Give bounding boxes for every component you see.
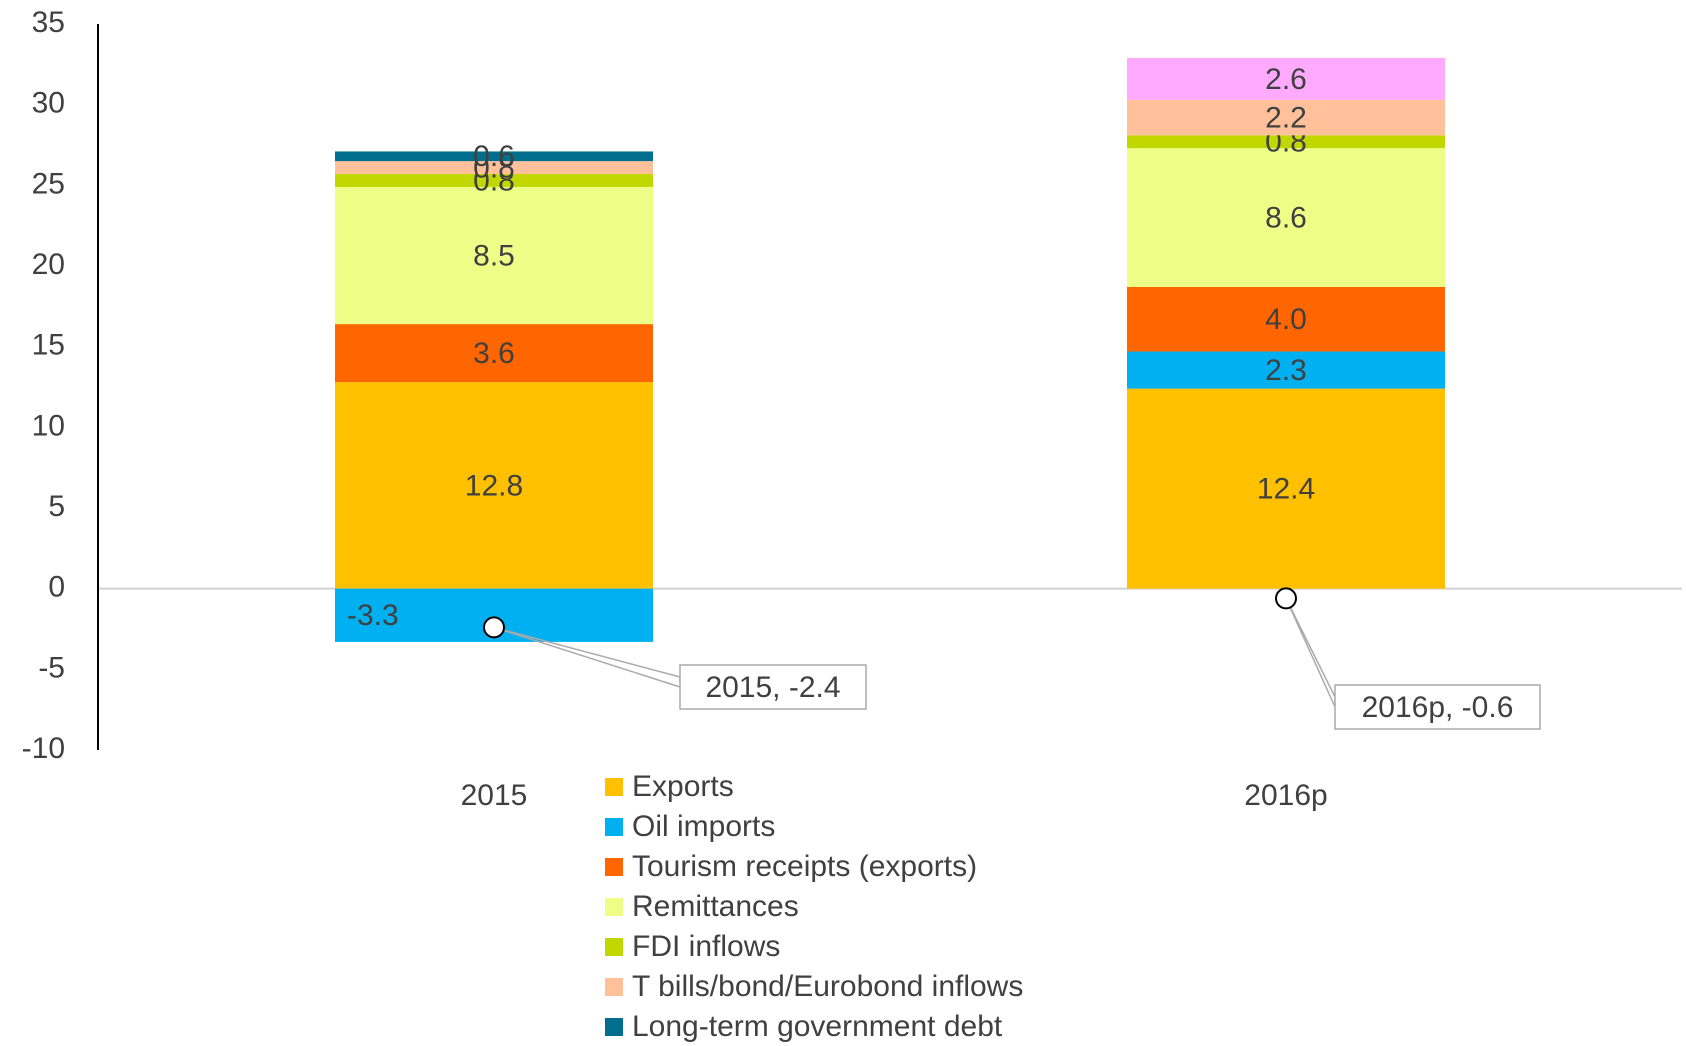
leader-line bbox=[1285, 598, 1336, 708]
legend-label: T bills/bond/Eurobond inflows bbox=[632, 970, 1023, 1003]
data-label: 2.2 bbox=[1265, 101, 1307, 134]
callout-label: 2016p, -0.6 bbox=[1362, 691, 1514, 724]
legend-label: FDI inflows bbox=[632, 930, 780, 963]
data-label: 3.6 bbox=[473, 337, 515, 370]
data-label: -3.3 bbox=[347, 599, 399, 632]
legend-swatch bbox=[605, 898, 623, 916]
y-tick-label: 35 bbox=[32, 6, 65, 39]
x-tick-label: 2016p bbox=[1244, 779, 1327, 812]
bar-segment bbox=[1127, 286, 1445, 352]
legend-swatch bbox=[605, 858, 623, 876]
bar-segment bbox=[335, 324, 653, 383]
bar-segment bbox=[335, 161, 653, 175]
bar-segment bbox=[335, 382, 653, 589]
leader-line bbox=[493, 626, 681, 688]
bar-segment bbox=[335, 186, 653, 325]
data-label: 8.5 bbox=[473, 239, 515, 272]
bar-segment bbox=[1127, 351, 1445, 389]
bar-segment bbox=[1127, 99, 1445, 136]
legend-swatch bbox=[605, 978, 623, 996]
data-label: 8.6 bbox=[1265, 202, 1307, 235]
callout-box bbox=[679, 664, 867, 710]
data-label: 0.6 bbox=[473, 140, 515, 173]
y-tick-label: 20 bbox=[32, 248, 65, 281]
legend-label: Tourism receipts (exports) bbox=[632, 850, 977, 883]
y-tick-label: 10 bbox=[32, 409, 65, 442]
data-label: 2.3 bbox=[1265, 354, 1307, 387]
legend-swatch bbox=[605, 818, 623, 836]
y-tick-label: 25 bbox=[32, 167, 65, 200]
callout-label: 2015, -2.4 bbox=[705, 671, 840, 704]
bar-segment bbox=[1127, 57, 1445, 100]
net-point bbox=[1275, 587, 1297, 610]
legend-swatch bbox=[605, 778, 623, 796]
x-tick-label: 2015 bbox=[461, 779, 528, 812]
bar-segment bbox=[335, 151, 653, 162]
y-tick-label: 0 bbox=[48, 571, 65, 604]
data-label: 12.4 bbox=[1257, 473, 1315, 506]
legend-label: Remittances bbox=[632, 890, 799, 923]
y-tick-label: -10 bbox=[22, 732, 65, 765]
legend-label: Exports bbox=[632, 770, 734, 803]
y-tick-label: 5 bbox=[48, 490, 65, 523]
y-tick-label: -5 bbox=[38, 651, 65, 684]
legend-swatch bbox=[605, 938, 623, 956]
callout-box bbox=[1334, 684, 1541, 730]
net-point bbox=[483, 616, 505, 639]
legend-label: Long-term government debt bbox=[632, 1010, 1003, 1043]
data-label: 2.6 bbox=[1265, 63, 1307, 96]
bar-segment bbox=[335, 174, 653, 187]
data-label: 12.8 bbox=[465, 469, 523, 502]
y-tick-label: 30 bbox=[32, 87, 65, 120]
legend-label: Oil imports bbox=[632, 810, 775, 843]
data-label: 4.0 bbox=[1265, 303, 1307, 336]
bar-segment bbox=[1127, 388, 1445, 589]
bar-segment bbox=[1127, 148, 1445, 287]
bar-segment bbox=[1127, 135, 1445, 149]
legend-swatch bbox=[605, 1018, 623, 1036]
y-tick-label: 15 bbox=[32, 329, 65, 362]
